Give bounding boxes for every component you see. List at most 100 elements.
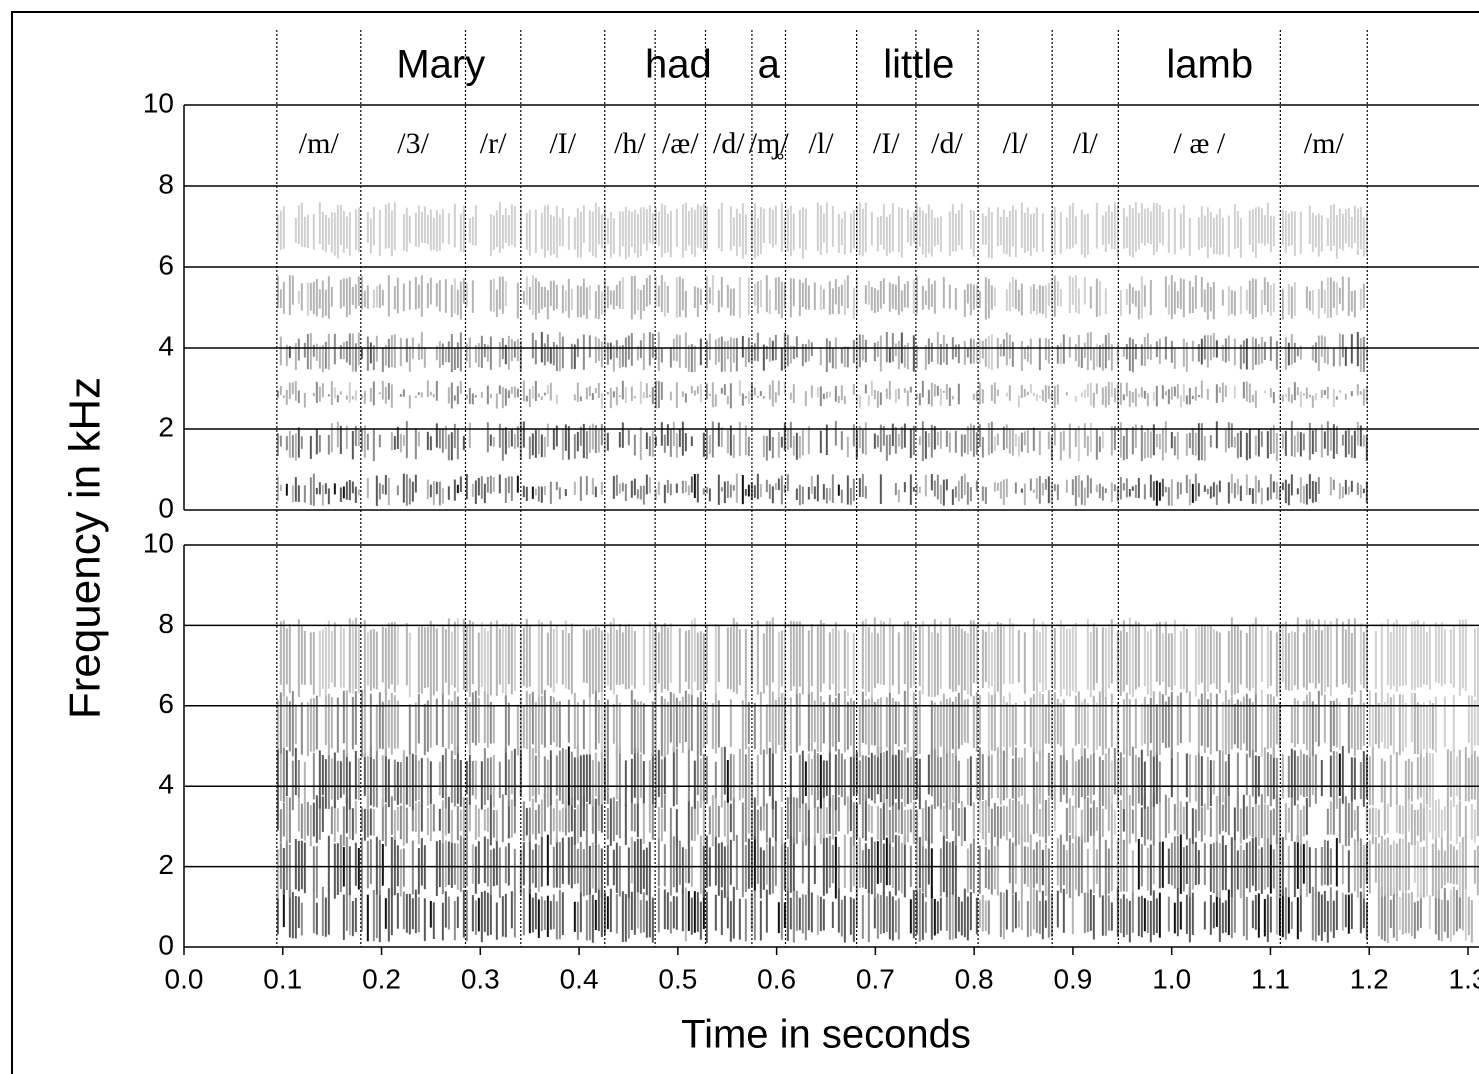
spectrogram-texture bbox=[697, 386, 699, 394]
spectrogram-texture bbox=[550, 482, 552, 504]
spectrogram-texture bbox=[793, 384, 795, 403]
spectrogram-texture bbox=[1228, 754, 1230, 797]
spectrogram-texture bbox=[790, 278, 792, 317]
spectrogram-texture bbox=[436, 482, 438, 494]
spectrogram-texture bbox=[1306, 620, 1308, 690]
spectrogram-texture bbox=[1186, 342, 1188, 371]
spectrogram-texture bbox=[316, 903, 318, 935]
spectrogram-texture bbox=[631, 333, 633, 366]
spectrogram-texture bbox=[451, 701, 453, 744]
spectrogram-texture bbox=[583, 700, 585, 749]
spectrogram-texture bbox=[673, 694, 675, 753]
spectrogram-texture bbox=[787, 209, 789, 251]
spectrogram-texture bbox=[331, 287, 333, 307]
spectrogram-texture bbox=[1282, 395, 1284, 402]
spectrogram-texture bbox=[286, 696, 288, 746]
spectrogram-texture bbox=[382, 627, 384, 683]
spectrogram-texture bbox=[610, 388, 612, 408]
spectrogram-texture bbox=[367, 285, 369, 308]
spectrogram-texture bbox=[973, 621, 975, 683]
spectrogram-texture bbox=[1303, 844, 1305, 884]
spectrogram-texture bbox=[892, 203, 894, 251]
spectrogram-texture bbox=[1351, 391, 1353, 396]
spectrogram-texture bbox=[652, 701, 654, 756]
spectrogram-texture bbox=[442, 488, 444, 503]
spectrogram-texture bbox=[595, 753, 597, 797]
spectrogram-texture bbox=[1291, 705, 1293, 743]
spectrogram-texture bbox=[1030, 287, 1032, 315]
phoneme-label: /d/ bbox=[713, 127, 745, 160]
spectrogram-texture bbox=[733, 485, 735, 490]
spectrogram-texture bbox=[1375, 693, 1377, 745]
spectrogram-texture bbox=[640, 701, 642, 752]
spectrogram-texture bbox=[1363, 337, 1365, 372]
spectrogram-texture bbox=[877, 806, 879, 840]
spectrogram-texture bbox=[532, 748, 534, 796]
spectrogram-texture bbox=[973, 285, 975, 310]
spectrogram-texture bbox=[943, 277, 945, 308]
spectrogram-texture bbox=[355, 284, 357, 308]
spectrogram-texture bbox=[1453, 625, 1455, 688]
spectrogram-texture bbox=[844, 896, 846, 943]
spectrogram-texture bbox=[838, 287, 840, 314]
spectrogram-texture bbox=[820, 347, 822, 365]
spectrogram-texture bbox=[1162, 385, 1164, 399]
spectrogram-texture bbox=[496, 210, 498, 247]
spectrogram-texture bbox=[1288, 897, 1290, 934]
spectrogram-texture bbox=[343, 806, 345, 846]
spectrogram-texture bbox=[1189, 281, 1191, 313]
spectrogram-texture bbox=[1147, 333, 1149, 359]
spectrogram-texture bbox=[1237, 211, 1239, 248]
spectrogram-texture bbox=[1075, 623, 1077, 693]
spectrogram-texture bbox=[448, 486, 450, 499]
spectrogram-texture bbox=[580, 892, 582, 932]
spectrogram-texture bbox=[1375, 631, 1377, 689]
spectrogram-texture bbox=[340, 426, 342, 454]
spectrogram-texture bbox=[502, 896, 504, 936]
spectrogram-texture bbox=[802, 835, 804, 884]
spectrogram-texture bbox=[745, 214, 747, 254]
spectrogram-texture bbox=[1459, 750, 1461, 801]
spectrogram-texture bbox=[346, 837, 348, 895]
spectrogram-texture bbox=[535, 756, 537, 803]
spectrogram-texture bbox=[415, 475, 417, 493]
spectrogram-texture bbox=[544, 437, 546, 457]
spectrogram-texture bbox=[853, 340, 855, 363]
spectrogram-texture bbox=[1042, 483, 1044, 495]
spectrogram-texture bbox=[1114, 388, 1116, 402]
spectrogram-texture bbox=[715, 394, 717, 406]
spectrogram-texture bbox=[316, 429, 318, 455]
spectrogram-texture bbox=[763, 750, 765, 807]
spectrogram-texture bbox=[862, 895, 864, 939]
spectrogram-texture bbox=[1216, 631, 1218, 689]
spectrogram-texture bbox=[1024, 846, 1026, 884]
spectrogram-texture bbox=[1204, 804, 1206, 835]
spectrogram-texture bbox=[808, 487, 810, 500]
spectrogram-texture bbox=[643, 761, 645, 803]
spectrogram-texture bbox=[1306, 388, 1308, 399]
spectrogram-texture bbox=[1267, 805, 1269, 838]
spectrogram-texture bbox=[280, 436, 282, 447]
spectrogram-texture bbox=[1102, 691, 1104, 755]
spectrogram-texture bbox=[847, 796, 849, 834]
spectrogram-texture bbox=[793, 797, 795, 844]
spectrogram-texture bbox=[616, 695, 618, 757]
spectrogram-texture bbox=[952, 893, 954, 940]
phoneme-label: /l/ bbox=[809, 127, 835, 160]
spectrogram-texture bbox=[877, 341, 879, 357]
spectrogram-texture bbox=[1261, 690, 1263, 757]
spectrogram-texture bbox=[700, 289, 702, 305]
spectrogram-texture bbox=[505, 623, 507, 695]
spectrogram-texture bbox=[817, 475, 819, 502]
spectrogram-texture bbox=[1390, 697, 1392, 745]
spectrogram-texture bbox=[997, 747, 999, 798]
spectrogram-texture bbox=[631, 803, 633, 831]
spectrogram-texture bbox=[715, 798, 717, 837]
spectrogram-texture bbox=[961, 902, 963, 936]
spectrogram-texture bbox=[337, 843, 339, 895]
spectrogram-texture bbox=[319, 289, 321, 308]
spectrogram-texture bbox=[289, 275, 291, 315]
spectrogram-texture bbox=[427, 215, 429, 245]
spectrogram-texture bbox=[1156, 386, 1158, 406]
spectrogram-texture bbox=[1390, 845, 1392, 896]
